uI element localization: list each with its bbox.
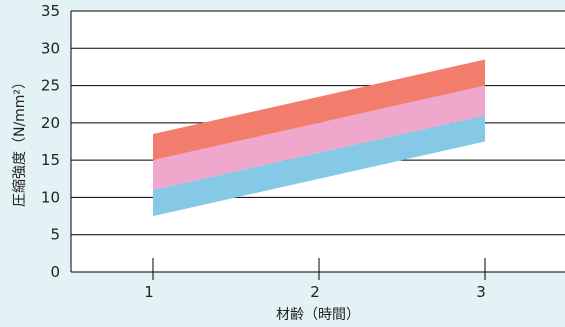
x-tick-label-2: 2 (310, 283, 320, 301)
y-tick-label-30: 30 (41, 39, 60, 57)
y-tick-label-20: 20 (41, 114, 60, 132)
band-middle (153, 85, 485, 190)
x-axis-label: 材齢（時間） (276, 307, 360, 323)
y-tick-label-10: 10 (41, 188, 60, 206)
y-tick-label-5: 5 (50, 226, 60, 244)
x-tick-label-1: 1 (144, 283, 154, 301)
y-tick-label-35: 35 (41, 2, 60, 20)
y-tick-label-0: 0 (50, 263, 60, 281)
y-tick-labels: 0 5 10 15 20 25 30 35 (41, 2, 60, 281)
y-tick-label-15: 15 (41, 151, 60, 169)
bands (153, 59, 485, 217)
y-tick-label-25: 25 (41, 77, 60, 95)
x-tick-label-3: 3 (476, 283, 486, 301)
y-axis-label: 圧縮強度（N/mm²） (12, 75, 28, 207)
x-ticks: 1 2 3 (144, 258, 486, 301)
band-bottom (153, 115, 485, 217)
band-top (153, 59, 485, 161)
